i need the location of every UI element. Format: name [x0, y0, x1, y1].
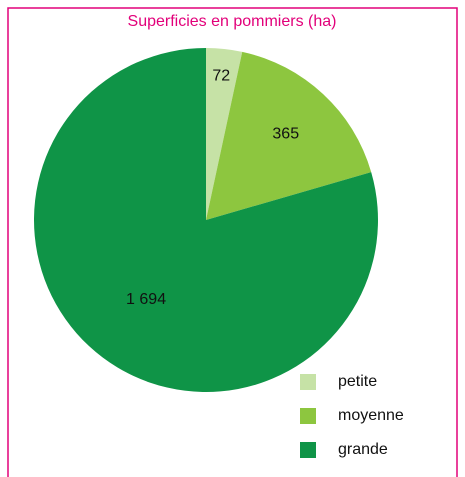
pie-slice — [206, 48, 243, 220]
data-label: 1 694 — [126, 291, 166, 308]
data-label: 72 — [212, 68, 230, 85]
legend-label: moyenne — [338, 407, 404, 424]
legend-label: petite — [338, 373, 377, 390]
legend-swatch — [300, 374, 316, 390]
legend-label: grande — [338, 441, 388, 458]
pie-slice — [206, 51, 372, 220]
data-label: 365 — [272, 126, 299, 143]
frame — [7, 7, 458, 477]
legend-swatch — [300, 442, 316, 458]
legend-swatch — [300, 408, 316, 424]
chart-title: Superficies en pommiers (ha) — [128, 13, 337, 30]
pie-slice — [33, 48, 378, 392]
